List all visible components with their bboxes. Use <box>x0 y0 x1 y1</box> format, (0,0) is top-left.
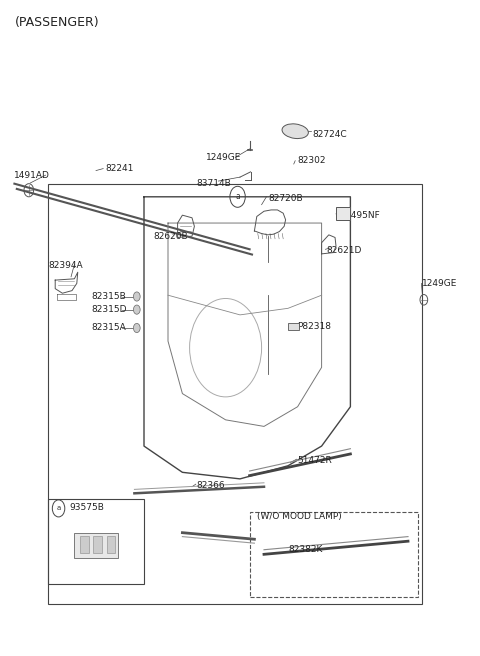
Bar <box>107 536 115 553</box>
Bar <box>48 184 422 604</box>
Bar <box>93 536 102 553</box>
Text: P82318: P82318 <box>298 321 332 331</box>
Text: (W/O MOOD LAMP): (W/O MOOD LAMP) <box>257 512 342 521</box>
Text: 82620B: 82620B <box>154 232 188 241</box>
Text: 82241: 82241 <box>106 164 134 173</box>
Bar <box>288 323 299 330</box>
Circle shape <box>133 323 140 333</box>
Bar <box>336 207 350 220</box>
Text: 93575B: 93575B <box>70 502 105 512</box>
Text: 1495NF: 1495NF <box>346 211 380 220</box>
Text: 82302: 82302 <box>298 156 326 165</box>
Text: 51472R: 51472R <box>298 456 332 465</box>
Bar <box>48 499 144 584</box>
Text: 1491AD: 1491AD <box>14 171 50 180</box>
Text: 82315B: 82315B <box>91 292 126 301</box>
Bar <box>250 512 418 597</box>
Text: 82394A: 82394A <box>48 261 83 270</box>
Text: 82621D: 82621D <box>326 246 362 255</box>
Text: 82382K: 82382K <box>288 544 323 554</box>
Text: 83714B: 83714B <box>197 179 231 188</box>
Bar <box>80 536 89 553</box>
Ellipse shape <box>282 124 308 138</box>
Text: 1249GE: 1249GE <box>206 153 242 162</box>
Text: 82315D: 82315D <box>91 305 127 314</box>
Text: a: a <box>235 192 240 201</box>
Text: 1249GE: 1249GE <box>422 279 458 288</box>
Circle shape <box>133 305 140 314</box>
Text: a: a <box>57 505 60 512</box>
Text: (PASSENGER): (PASSENGER) <box>14 16 99 30</box>
Text: 82720B: 82720B <box>269 194 303 203</box>
Circle shape <box>133 292 140 301</box>
Text: 82724C: 82724C <box>312 130 347 139</box>
Bar <box>74 533 118 558</box>
Text: 82315A: 82315A <box>91 323 126 333</box>
Text: 82366: 82366 <box>197 481 226 490</box>
